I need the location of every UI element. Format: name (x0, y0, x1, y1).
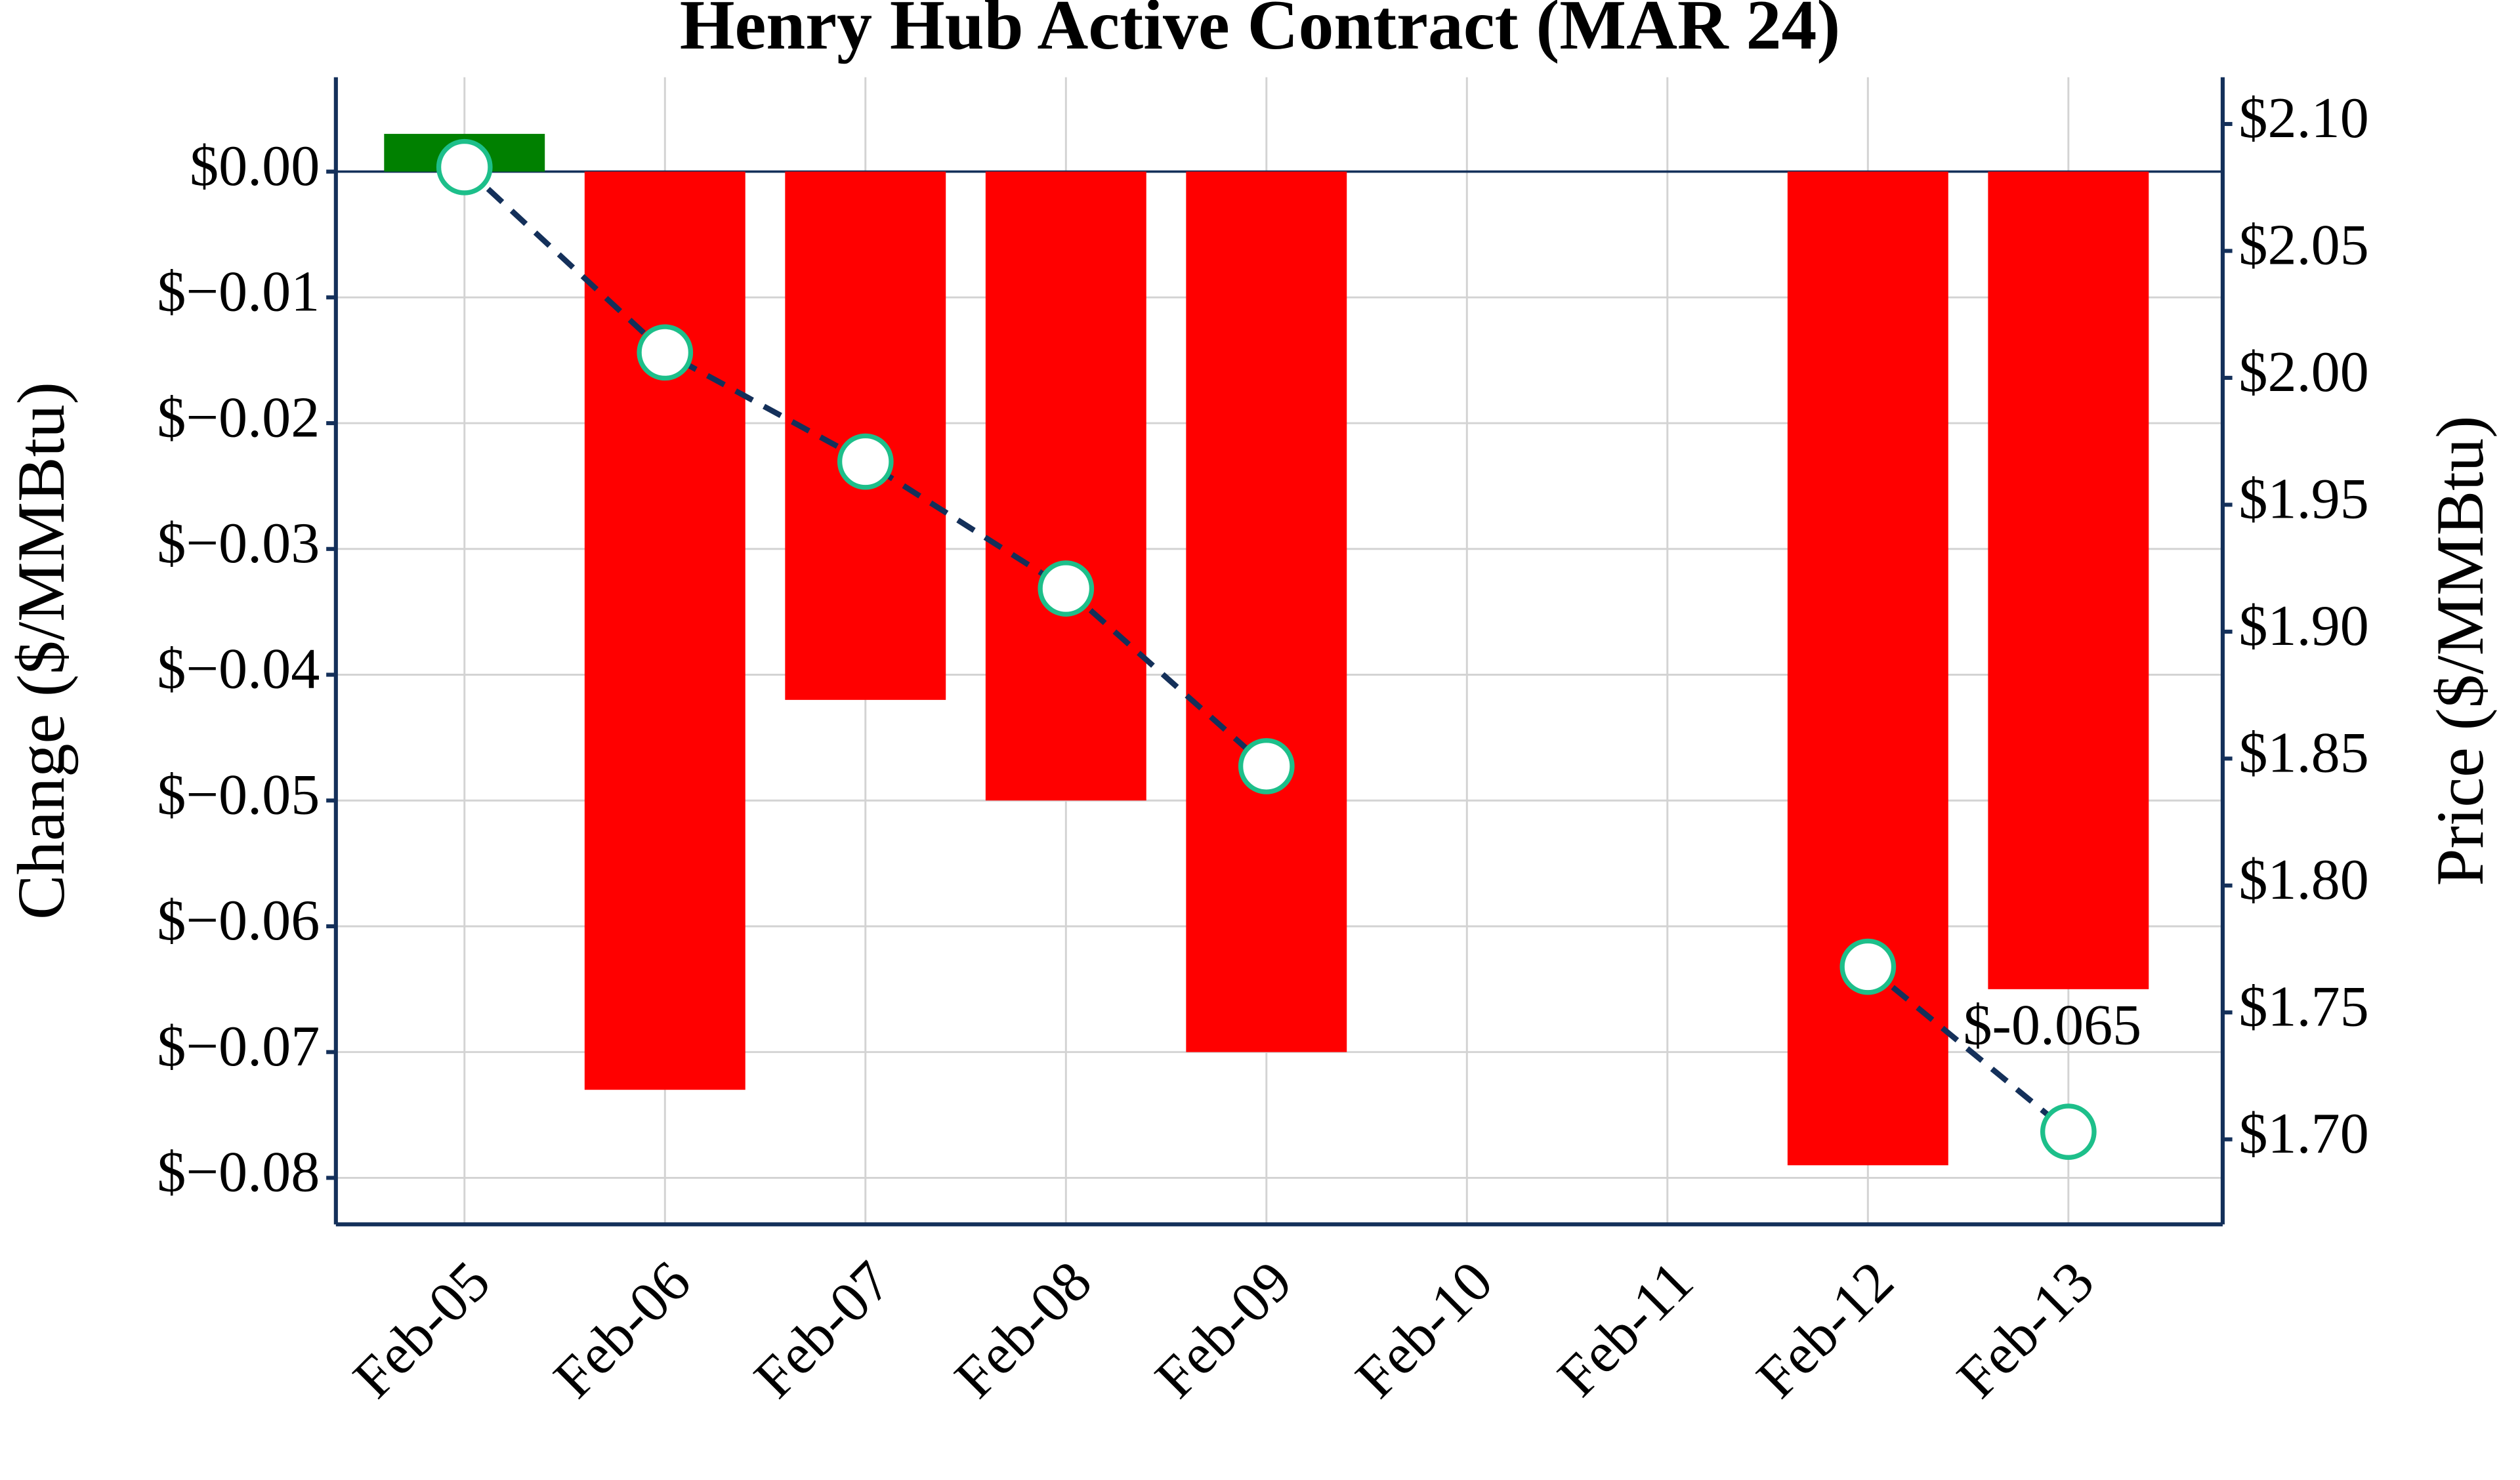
bar (985, 171, 1146, 801)
x-tick-label: Feb-09 (1143, 1249, 1305, 1410)
y2-tick-label: $2.05 (2238, 213, 2368, 278)
y-tick-label: $−0.02 (157, 385, 320, 449)
x-tick-label: Feb-11 (1545, 1249, 1706, 1409)
y-tick-label: $−0.08 (157, 1140, 320, 1204)
bar (1787, 171, 1948, 1166)
x-tick-label: Feb-05 (341, 1249, 503, 1410)
x-tick-label: Feb-07 (742, 1249, 904, 1410)
y2-tick-label: $1.85 (2238, 721, 2368, 785)
y-tick-label: $−0.01 (157, 260, 320, 324)
y-tick-label: $0.00 (190, 134, 320, 198)
y-tick-label: $−0.04 (157, 637, 320, 701)
y-tick-label: $−0.03 (157, 511, 320, 575)
y2-tick-label: $1.70 (2238, 1101, 2368, 1166)
y2-axis-title: Price ($/MMBtu) (2423, 416, 2498, 886)
y-tick-label: $−0.06 (157, 888, 320, 953)
y2-tick-label: $1.75 (2238, 975, 2368, 1039)
y2-tick-label: $1.95 (2238, 467, 2368, 531)
line-marker (837, 433, 894, 490)
x-tick-label: Feb-12 (1744, 1249, 1906, 1410)
y2-tick-label: $1.90 (2238, 594, 2368, 658)
y2-tick-label: $1.80 (2238, 848, 2368, 912)
x-tick-label: Feb-13 (1945, 1249, 2107, 1410)
data-label: $-0.065 (1963, 993, 2141, 1058)
bar (584, 171, 746, 1090)
y-axis-title: Change ($/MMBtu) (4, 382, 79, 920)
chart-title: Henry Hub Active Contract (MAR 24) (680, 0, 1841, 64)
line-marker (637, 324, 694, 381)
line-marker (1839, 938, 1897, 995)
x-tick-label: Feb-08 (942, 1249, 1104, 1410)
y-tick-label: $−0.07 (157, 1014, 320, 1079)
y2-tick-label: $2.00 (2238, 340, 2368, 404)
line-marker (1038, 560, 1095, 617)
x-tick-label: Feb-06 (541, 1249, 703, 1410)
line-marker (436, 138, 493, 195)
x-tick-label: Feb-10 (1343, 1249, 1505, 1410)
y2-tick-label: $2.10 (2238, 86, 2368, 150)
bar (1186, 171, 1347, 1052)
marks: $-0.065 (384, 134, 2149, 1166)
y-tick-label: $−0.05 (157, 762, 320, 827)
bar (1988, 171, 2149, 989)
line-marker (1238, 738, 1295, 794)
line-marker (2040, 1103, 2097, 1160)
